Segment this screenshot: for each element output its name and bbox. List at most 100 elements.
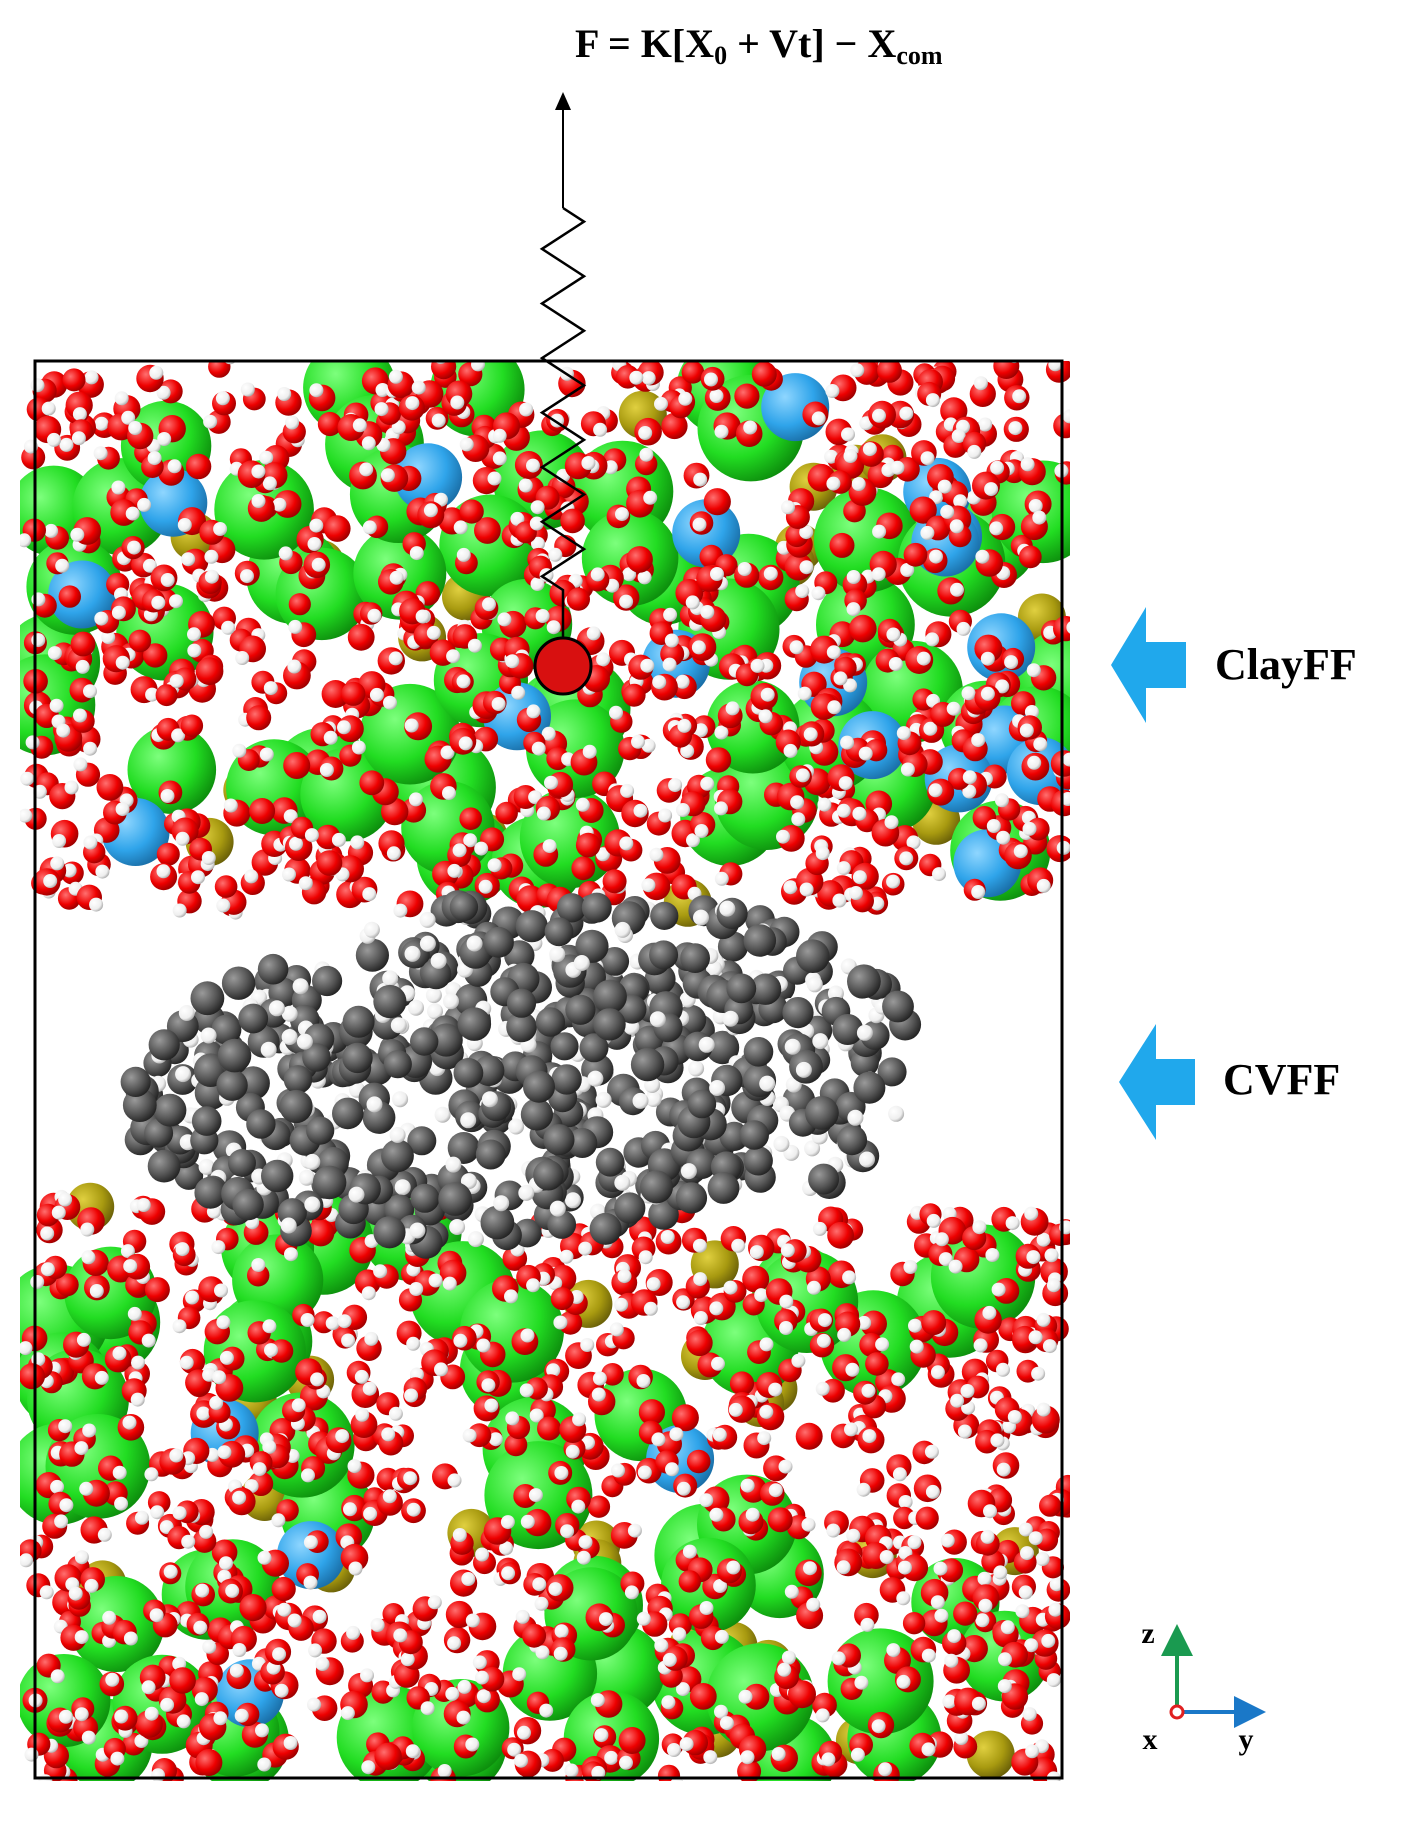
h-atom bbox=[84, 370, 99, 385]
h-atom bbox=[897, 1560, 912, 1575]
h-atom bbox=[235, 651, 250, 665]
h-atom bbox=[677, 718, 692, 733]
h-atom bbox=[141, 1333, 156, 1348]
h-atom bbox=[932, 867, 946, 882]
h-atom bbox=[531, 741, 546, 756]
h-atom bbox=[663, 607, 678, 622]
h-atom bbox=[636, 1611, 651, 1626]
h-atom bbox=[476, 1689, 491, 1704]
o-atom bbox=[626, 546, 653, 573]
h-atom bbox=[121, 410, 136, 425]
h-atom bbox=[394, 1179, 411, 1196]
c-atom bbox=[191, 1106, 222, 1136]
h-atom bbox=[548, 1582, 563, 1597]
h-atom bbox=[430, 952, 447, 969]
h-atom bbox=[361, 436, 376, 451]
h-atom bbox=[660, 1230, 675, 1244]
h-atom bbox=[335, 1429, 350, 1444]
h-atom bbox=[467, 638, 482, 653]
h-atom bbox=[831, 1651, 846, 1666]
c-atom bbox=[515, 910, 548, 943]
c-atom bbox=[279, 1089, 313, 1124]
o-atom bbox=[601, 1363, 624, 1386]
h-atom bbox=[779, 1294, 794, 1309]
h-atom bbox=[872, 408, 886, 423]
c-atom bbox=[565, 994, 596, 1025]
h-atom bbox=[790, 795, 805, 810]
h-atom bbox=[382, 970, 399, 987]
h-atom bbox=[151, 1768, 166, 1781]
h-atom bbox=[534, 1596, 549, 1611]
h-atom bbox=[388, 369, 403, 384]
o-atom bbox=[571, 856, 596, 881]
o-atom bbox=[893, 1506, 916, 1530]
h-atom bbox=[645, 1091, 662, 1107]
axis-triad: z x y bbox=[1141, 1617, 1266, 1756]
o-atom bbox=[20, 1363, 45, 1390]
h-atom bbox=[123, 1631, 138, 1646]
h-atom bbox=[283, 809, 298, 824]
h-atom bbox=[971, 733, 986, 748]
h-atom bbox=[862, 1429, 877, 1444]
o-atom bbox=[953, 1601, 978, 1626]
h-atom bbox=[604, 1750, 619, 1765]
h-atom bbox=[463, 833, 478, 848]
h-atom bbox=[277, 1602, 292, 1617]
c-atom bbox=[808, 1163, 840, 1195]
c-atom bbox=[246, 1109, 276, 1139]
h-atom bbox=[950, 582, 964, 597]
h-atom bbox=[291, 1398, 306, 1413]
h-atom bbox=[1019, 723, 1034, 738]
h-atom bbox=[804, 1140, 821, 1157]
h-atom bbox=[856, 1482, 871, 1497]
h-atom bbox=[460, 1173, 477, 1190]
h-atom bbox=[488, 1432, 503, 1447]
h-atom bbox=[216, 898, 231, 913]
h-atom bbox=[462, 1428, 477, 1443]
h-atom bbox=[983, 1504, 997, 1519]
h-atom bbox=[934, 1608, 949, 1623]
h-atom bbox=[784, 1584, 799, 1599]
h-atom bbox=[460, 1112, 477, 1129]
o-atom bbox=[865, 1352, 889, 1376]
h-atom bbox=[123, 1259, 138, 1274]
o-atom bbox=[249, 798, 276, 824]
h-atom bbox=[283, 1736, 298, 1750]
h-atom bbox=[1048, 1602, 1063, 1617]
h-atom bbox=[816, 1333, 831, 1348]
h-atom bbox=[1062, 752, 1070, 767]
h-atom bbox=[712, 1427, 727, 1442]
o-atom bbox=[208, 361, 231, 378]
c-atom bbox=[506, 1011, 537, 1043]
h-atom bbox=[337, 1314, 352, 1329]
c-atom bbox=[217, 1038, 252, 1073]
h-atom bbox=[178, 1005, 195, 1021]
h-atom bbox=[768, 1382, 783, 1397]
h-atom bbox=[172, 1319, 187, 1334]
o-atom bbox=[522, 1623, 547, 1648]
h-atom bbox=[309, 518, 324, 533]
formula: F = K[X0 + Vt] − Xcom bbox=[575, 21, 943, 70]
h-atom bbox=[81, 1730, 96, 1745]
h-atom bbox=[825, 384, 840, 398]
h-atom bbox=[664, 633, 679, 648]
o-atom bbox=[316, 850, 343, 876]
h-atom bbox=[898, 1495, 913, 1509]
h-atom bbox=[956, 621, 971, 636]
h-atom bbox=[105, 1672, 120, 1687]
h-atom bbox=[676, 1295, 691, 1310]
h-atom bbox=[896, 726, 911, 741]
h-atom bbox=[209, 1395, 224, 1410]
h-atom bbox=[592, 1371, 607, 1386]
h-atom bbox=[541, 726, 556, 741]
h-atom bbox=[929, 549, 943, 564]
h-atom bbox=[169, 1448, 184, 1463]
h-atom bbox=[661, 1695, 676, 1710]
h-atom bbox=[1033, 737, 1048, 752]
h-atom bbox=[693, 723, 708, 738]
c-atom bbox=[805, 1096, 839, 1130]
h-atom bbox=[304, 1196, 321, 1213]
h-atom bbox=[134, 1510, 149, 1525]
h-atom bbox=[475, 1670, 489, 1685]
h-atom bbox=[40, 1262, 55, 1277]
